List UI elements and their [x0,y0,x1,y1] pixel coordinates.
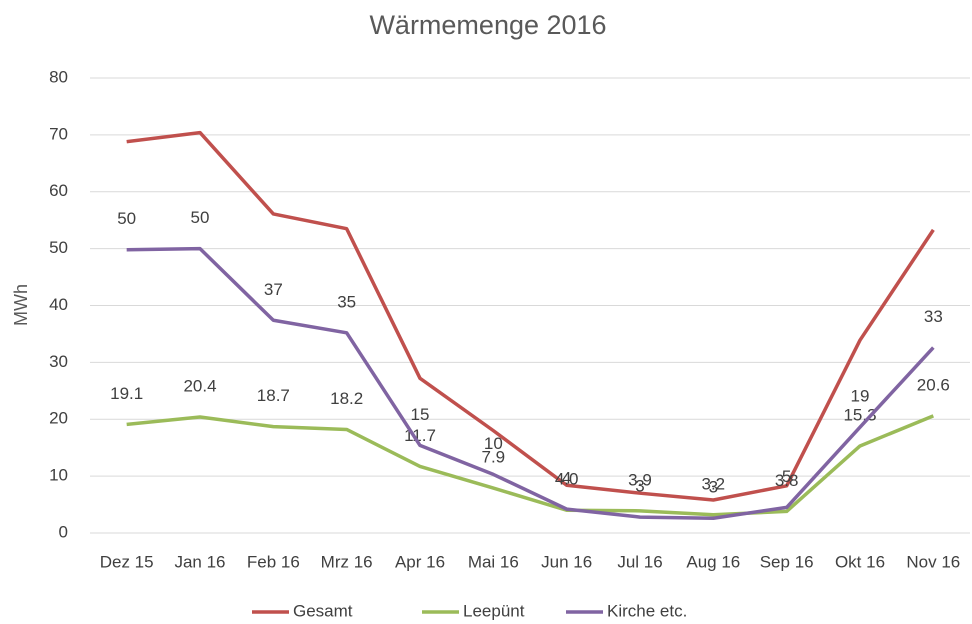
legend-label: Kirche etc. [607,601,687,620]
y-tick-label: 20 [49,409,68,428]
x-tick-label: Nov 16 [906,552,960,571]
y-tick-label: 80 [49,67,68,86]
y-tick-label: 30 [49,352,68,371]
data-label: 37 [264,280,283,299]
data-label: 18.7 [257,386,290,405]
data-label: 3.9 [628,470,652,489]
data-label: 10 [484,434,503,453]
chart-title: Wärmemenge 2016 [369,10,606,40]
data-label: 50 [191,208,210,227]
y-tick-label: 50 [49,238,68,257]
y-axis-label: MWh [11,284,31,326]
series-line [126,130,935,502]
y-tick-label: 40 [49,295,68,314]
data-label: 3.2 [702,474,726,493]
data-label: 15 [411,405,430,424]
y-tick-label: 60 [49,181,68,200]
y-tick-label: 70 [49,124,68,143]
data-label: 19.1 [110,384,143,403]
y-tick-label: 0 [59,522,68,541]
x-tick-label: Mrz 16 [321,552,373,571]
x-tick-label: Aug 16 [686,552,740,571]
data-label: 35 [337,292,356,311]
data-label: 7.9 [482,448,506,467]
x-tick-label: Sep 16 [760,552,814,571]
data-label: 18.2 [330,389,363,408]
legend-label: Gesamt [293,601,353,620]
data-label: 33 [924,307,943,326]
x-tick-label: Mai 16 [468,552,519,571]
y-tick-label: 10 [49,466,68,485]
x-tick-label: Okt 16 [835,552,885,571]
data-label: 4 [562,469,571,488]
data-label: 4.0 [555,470,579,489]
series-line [126,414,934,517]
legend-label: Leepünt [463,601,525,620]
data-label: 3 [709,478,718,497]
data-label: 20.6 [917,375,950,394]
data-label: 50 [117,209,136,228]
x-tick-label: Apr 16 [395,552,445,571]
data-label: 3.8 [775,471,799,490]
data-label: 19 [851,387,870,406]
data-label: 5 [782,467,791,486]
x-tick-label: Jun 16 [541,552,592,571]
data-label: 3 [635,477,644,496]
x-tick-label: Dez 15 [100,552,154,571]
data-label: 20.4 [183,376,216,395]
series-line [126,246,935,520]
x-tick-label: Jan 16 [174,552,225,571]
x-tick-label: Jul 16 [617,552,662,571]
x-tick-label: Feb 16 [247,552,300,571]
